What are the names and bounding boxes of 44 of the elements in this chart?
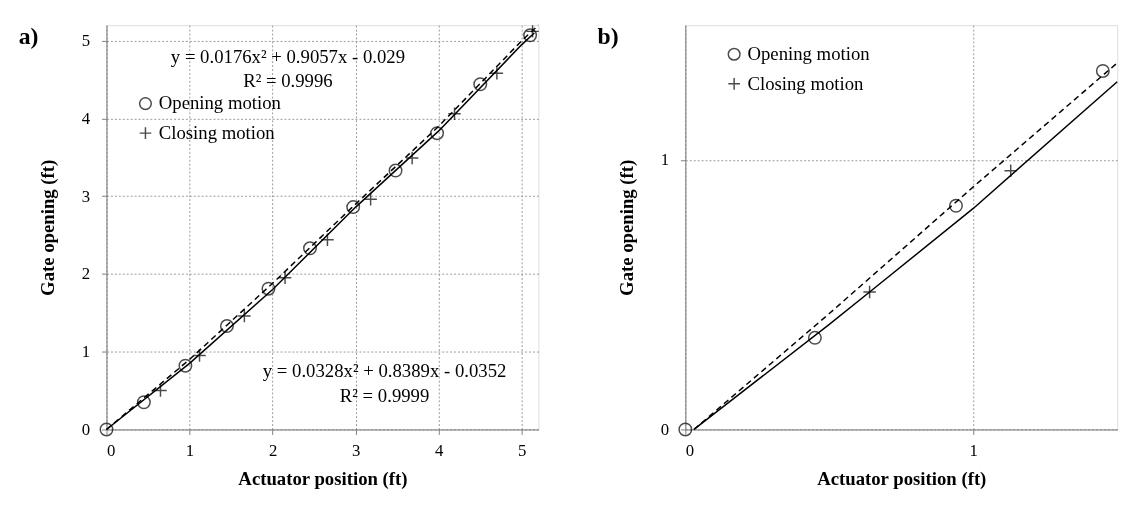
point	[178, 358, 193, 373]
x-tick-label: 4	[435, 440, 445, 460]
point	[1095, 64, 1110, 78]
y-tick-label: 4	[81, 108, 91, 128]
point	[261, 281, 276, 296]
legend-label: Closing motion	[747, 72, 865, 94]
y-tick-label: 2	[81, 264, 91, 284]
point	[949, 198, 963, 213]
point	[136, 395, 151, 410]
x-tick-label: 3	[351, 440, 361, 460]
chart-title: a)	[18, 22, 39, 49]
point	[473, 77, 488, 92]
point	[862, 285, 877, 299]
x-axis-title: Actuator position (ft)	[238, 468, 408, 491]
annotation: y = 0.0176x² + 0.9057x - 0.029	[170, 45, 406, 67]
legend-label: Opening motion	[747, 43, 871, 65]
x-tick-label: 1	[969, 440, 978, 460]
point	[99, 422, 114, 437]
point	[346, 200, 361, 215]
point	[430, 126, 445, 141]
x-tick-label: 0	[106, 440, 116, 460]
x-tick-label: 1	[185, 440, 195, 460]
point	[192, 348, 207, 363]
chart-title: b)	[597, 22, 619, 49]
x-tick-label: 5	[518, 440, 527, 460]
x-axis-title: Actuator position (ft)	[817, 468, 987, 491]
y-axis-title: Gate opening (ft)	[37, 159, 60, 296]
y-axis-title: Gate opening (ft)	[616, 159, 639, 296]
legend-label: Opening motion	[158, 92, 282, 114]
point	[219, 319, 234, 334]
x-tick-label: 2	[268, 440, 278, 460]
legend-label: Closing motion	[158, 122, 276, 144]
y-tick-label: 3	[81, 186, 91, 206]
y-tick-label: 5	[81, 31, 91, 51]
y-tick-label: 0	[81, 419, 91, 439]
point	[388, 163, 403, 178]
annotation: R² = 0.9996	[243, 70, 333, 92]
x-tick-label: 0	[685, 440, 695, 460]
annotation: y = 0.0328x² + 0.8389x - 0.0352	[262, 360, 507, 382]
y-tick-label: 1	[81, 342, 91, 362]
point	[153, 383, 168, 398]
point	[303, 241, 317, 256]
point	[807, 330, 822, 345]
annotation: R² = 0.9999	[339, 384, 430, 406]
